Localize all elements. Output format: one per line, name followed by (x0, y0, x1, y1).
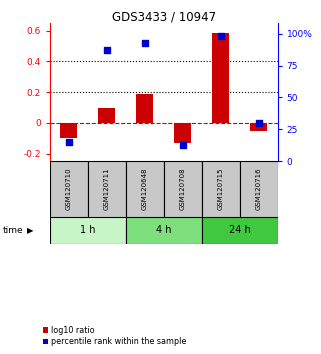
Text: 24 h: 24 h (229, 225, 251, 235)
Bar (164, 161, 202, 217)
Point (142, 40, 147, 45)
Title: GDS3433 / 10947: GDS3433 / 10947 (112, 10, 216, 23)
Text: 1 h: 1 h (80, 225, 95, 235)
Point (180, 142, 185, 148)
Point (218, 33, 223, 39)
Text: 4 h: 4 h (156, 225, 171, 235)
Bar (50, 217, 126, 244)
Text: GSM120711: GSM120711 (104, 168, 110, 210)
Bar (202, 217, 278, 244)
Text: GSM120648: GSM120648 (142, 168, 148, 210)
Text: GSM120716: GSM120716 (256, 168, 262, 210)
Bar (126, 217, 202, 244)
Bar (126, 161, 164, 217)
Legend: log10 ratio, percentile rank within the sample: log10 ratio, percentile rank within the … (43, 326, 187, 347)
Text: GSM120708: GSM120708 (180, 168, 186, 210)
Text: GSM120710: GSM120710 (66, 168, 72, 210)
Bar (240, 161, 278, 217)
Text: GSM120715: GSM120715 (218, 168, 224, 210)
Bar (136, 95, 153, 123)
Bar (174, 123, 191, 143)
Bar (50, 161, 88, 217)
Bar (212, 33, 229, 123)
Bar (88, 161, 126, 217)
Bar (202, 161, 240, 217)
Bar (250, 123, 267, 131)
Bar (60, 123, 77, 138)
Point (256, 120, 261, 126)
Point (66, 139, 71, 145)
Bar (98, 108, 115, 123)
Point (104, 47, 109, 53)
Text: ▶: ▶ (27, 226, 34, 235)
Text: time: time (3, 226, 24, 235)
